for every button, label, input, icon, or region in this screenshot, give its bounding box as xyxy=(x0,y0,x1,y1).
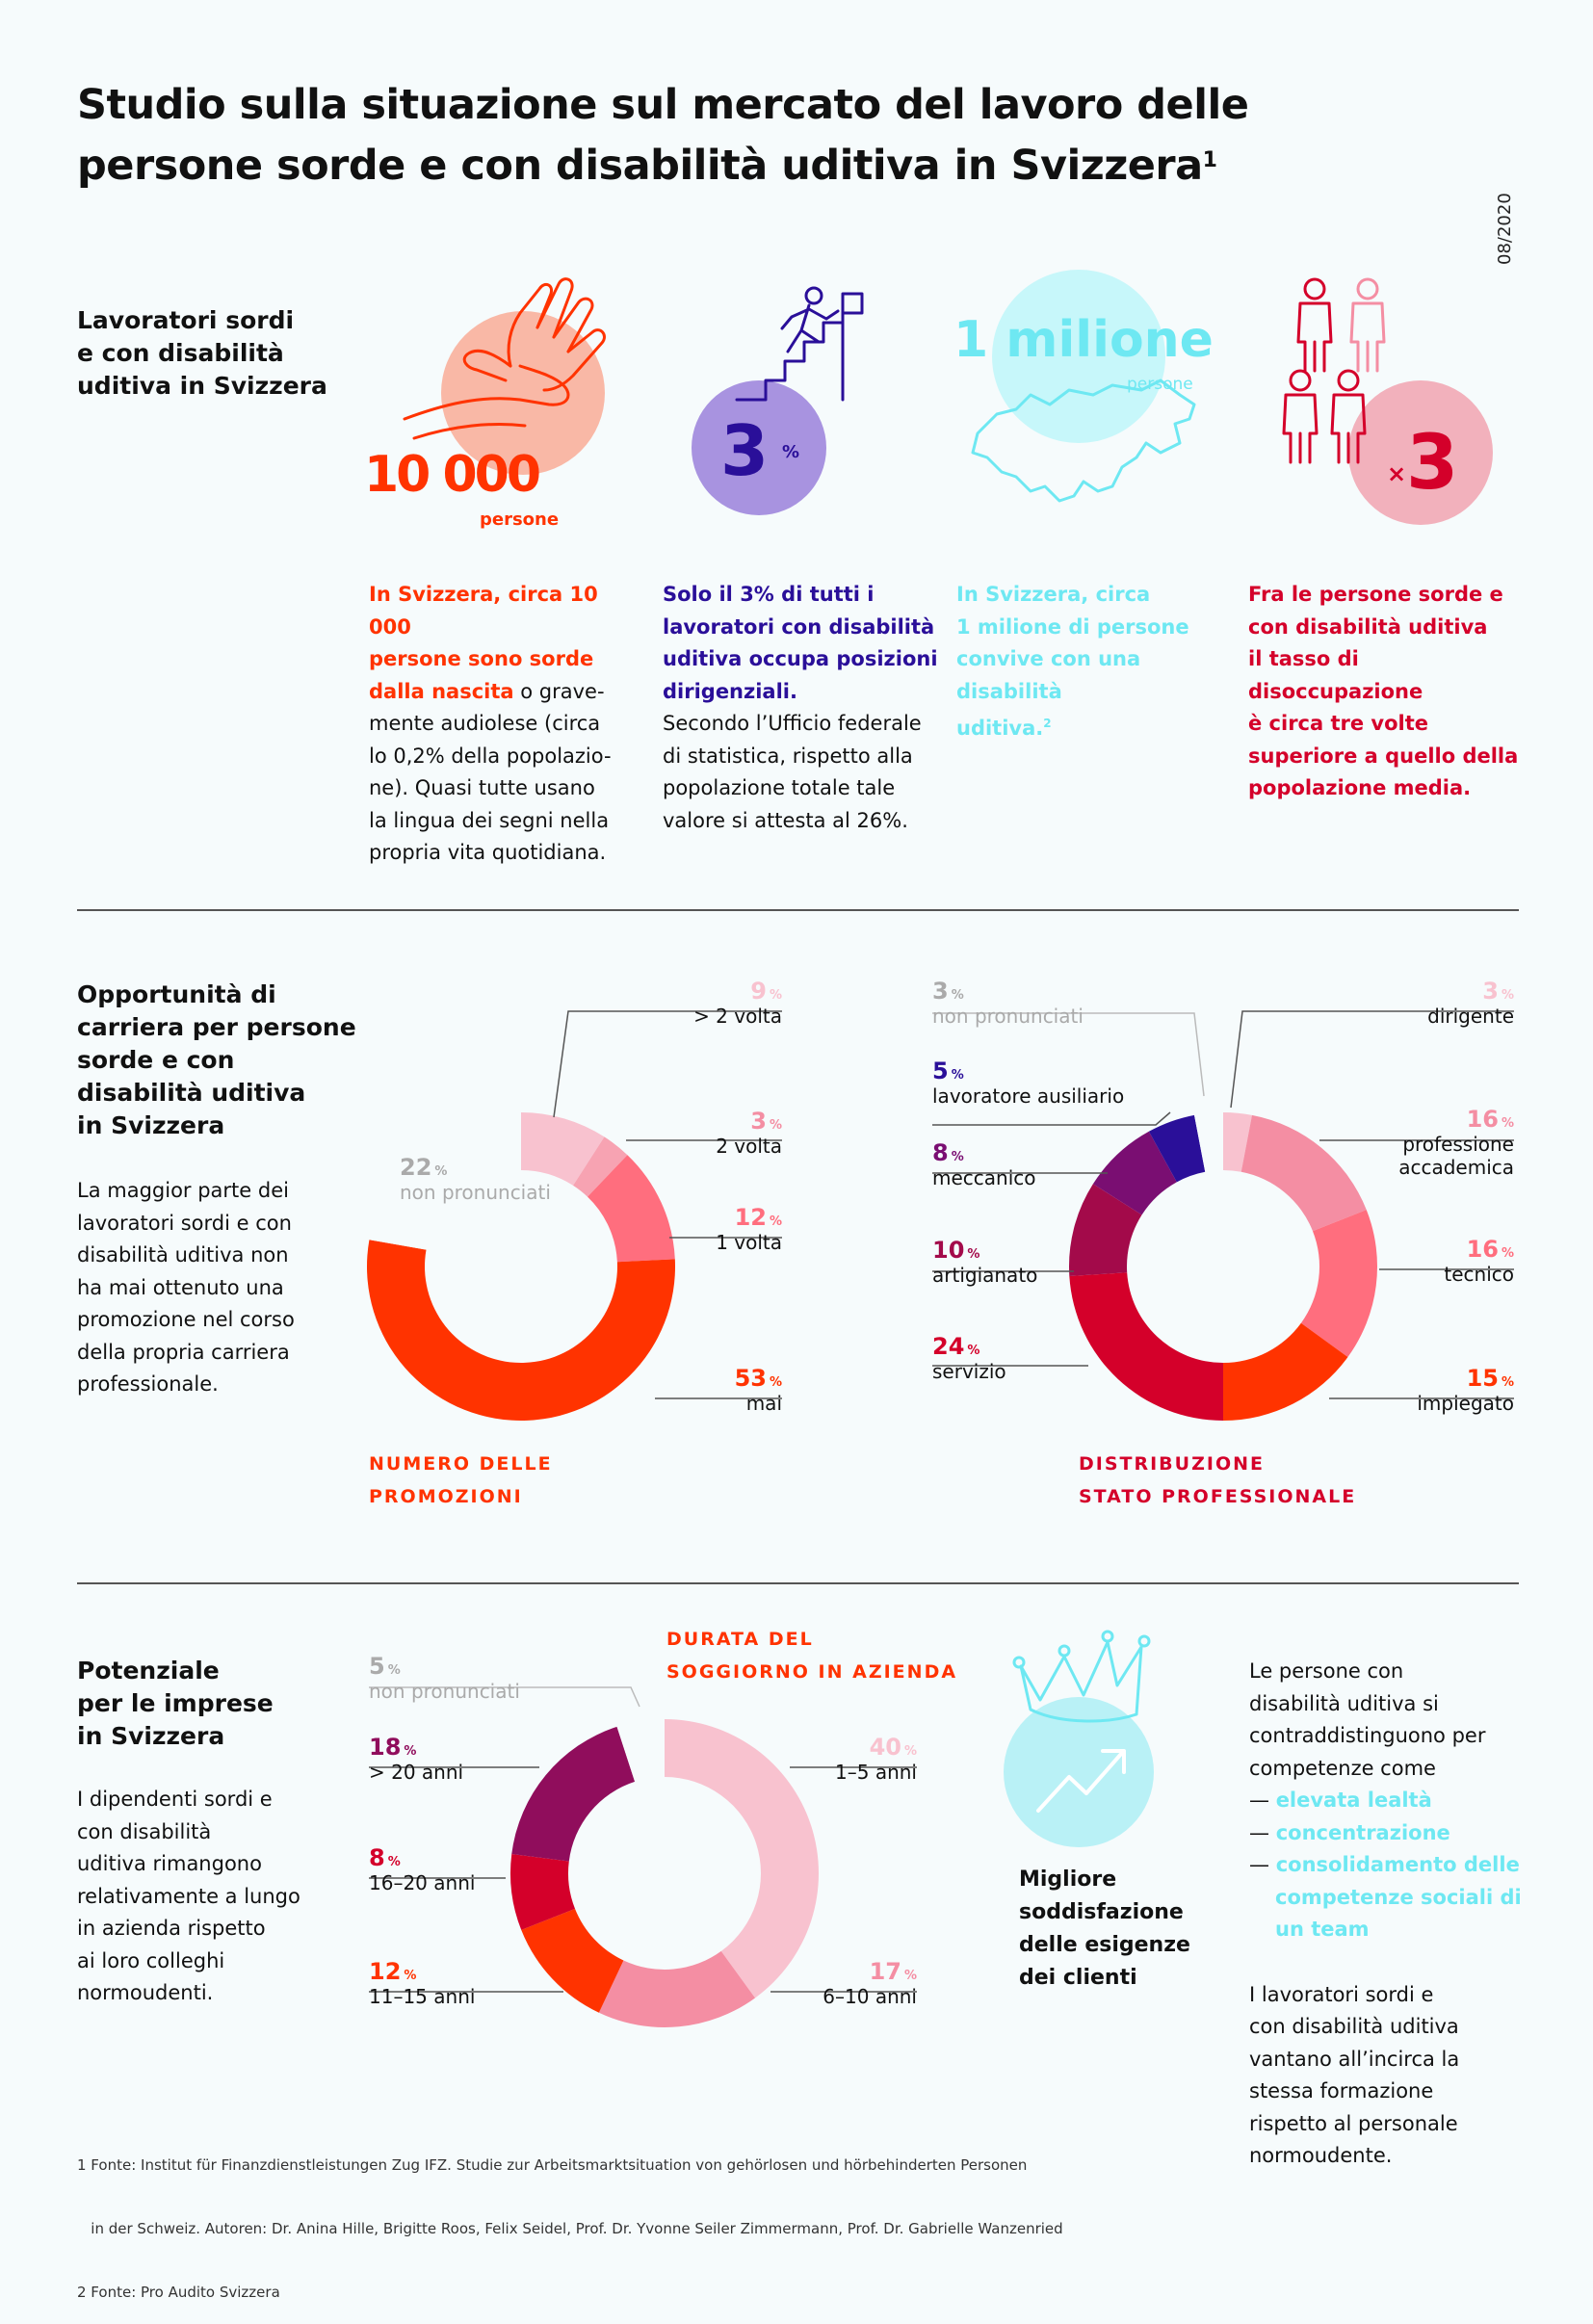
c3-label-2: 8% 16–20 anni xyxy=(369,1844,476,1894)
c1-caption: NUMERO DELLE PROMOZIONI xyxy=(369,1453,553,1507)
divider-2 xyxy=(77,1582,1519,1584)
promotions-slice-2 xyxy=(588,1155,675,1263)
stat4-value: 3 xyxy=(1406,420,1458,507)
c3-caption: DURATA DEL SOGGIORNO IN AZIENDA xyxy=(666,1629,958,1683)
chart-professions xyxy=(932,1010,1514,1421)
chart-tenure-slices xyxy=(510,1719,819,2027)
climbing-stairs-icon xyxy=(735,286,864,402)
tenure-slice-1 xyxy=(598,1950,756,2027)
leader-c2-5 xyxy=(1230,1010,1514,1109)
chart-promotions-slices xyxy=(367,1112,675,1421)
stat1-unit: persone xyxy=(480,509,559,530)
section3-title: Potenziale per le imprese in Svizzera xyxy=(77,1657,274,1750)
c1-label-1: 3% 2 volta xyxy=(716,1108,782,1158)
promotions-slice-4 xyxy=(369,1112,521,1250)
c3-label-5: 17% 6–10 anni xyxy=(823,1958,917,2008)
promotions-slice-1 xyxy=(573,1136,628,1197)
chart-tenure xyxy=(369,1686,917,2027)
section1-title: Lavoratori sordi e con disabilità uditiv… xyxy=(77,306,327,400)
section3-text: I dipendenti sordi e con disabilità udit… xyxy=(77,1788,300,2004)
people-group-icon xyxy=(1282,277,1386,464)
stat1-text: In Svizzera, circa 10 000 persone sono s… xyxy=(369,583,612,864)
c2-label-5: 3% dirigente xyxy=(1427,978,1514,1028)
stat3-graphic: 1 milione persone xyxy=(953,270,1214,503)
tenure-slice-3 xyxy=(510,1853,576,1930)
hand-sign-icon xyxy=(403,277,606,440)
professions-slice-2 xyxy=(1300,1210,1377,1358)
crown-icon xyxy=(1012,1630,1151,1723)
c2-label-7: 16% tecnico xyxy=(1444,1236,1514,1286)
page-title: Studio sulla situazione sul mercato del … xyxy=(77,81,1249,190)
stat4-graphic: × 3 xyxy=(1282,277,1493,525)
stat2-value: 3 xyxy=(720,410,769,491)
chart-professions-slices xyxy=(1068,1112,1377,1421)
leader-c2-0 xyxy=(932,1012,1205,1097)
c1-label-0: 9% > 2 volta xyxy=(693,978,782,1028)
stat3-text: In Svizzera, circa 1 milione di persone … xyxy=(956,583,1189,740)
c3-label-1: 18% > 20 anni xyxy=(369,1734,464,1784)
chart-professions-leaders xyxy=(932,1010,1514,1399)
stat2-circle xyxy=(692,380,826,515)
stat3-circle xyxy=(992,270,1165,443)
c2-caption: DISTRIBUZIONE STATO PROFESSIONALE xyxy=(1079,1453,1357,1507)
stat1-graphic: 10 000 persone xyxy=(364,277,606,530)
stat2-text: Solo il 3% di tutti i lavoratori con dis… xyxy=(663,583,938,832)
c2-label-8: 15% impiegato xyxy=(1417,1365,1514,1415)
promotions-slice-3 xyxy=(367,1240,675,1421)
skill-item-1: — elevata lealtà xyxy=(1249,1789,1432,1812)
c3-label-4: 40% 1–5 anni xyxy=(835,1734,917,1784)
c2-label-1: 5% lavoratore ausiliario xyxy=(932,1058,1125,1108)
crown-graphic xyxy=(1004,1630,1154,1847)
competences-text: Le persone con disabilità uditiva si con… xyxy=(1249,1656,1528,2173)
c2-label-2: 8% meccanico xyxy=(932,1139,1036,1189)
stat2-graphic: 3 % xyxy=(692,286,864,515)
stat3-unit: persone xyxy=(1127,375,1193,394)
crown-caption: Migliore soddisfazione delle esigenze de… xyxy=(1019,1867,1190,1990)
stat2-unit: % xyxy=(782,442,799,462)
stat1-value: 10 000 xyxy=(364,446,539,504)
divider-1 xyxy=(77,909,1519,911)
professions-slice-5 xyxy=(1068,1184,1142,1277)
stat4-circle xyxy=(1348,380,1493,525)
c2-label-6: 16% professione accademica xyxy=(1398,1106,1514,1179)
c1-label-2: 12% 1 volta xyxy=(716,1204,782,1254)
stat4-text: Fra le persone sorde e con disabilità ud… xyxy=(1248,583,1519,799)
skill-item-2: — concentrazione xyxy=(1249,1820,1450,1844)
professions-slice-1 xyxy=(1240,1114,1367,1232)
professions-slice-3 xyxy=(1223,1322,1348,1421)
tenure-slice-4 xyxy=(511,1726,636,1862)
c2-label-0: 3% non pronunciati xyxy=(932,978,1084,1028)
professions-slice-6 xyxy=(1092,1131,1177,1215)
c1-label-4: 22% non pronunciati xyxy=(400,1154,551,1204)
professions-slice-8 xyxy=(1194,1112,1223,1172)
leader-c3-0 xyxy=(369,1686,640,1708)
stat3-value: 1 milione xyxy=(953,311,1214,369)
chart-promotions-leaders xyxy=(553,1010,782,1399)
tenure-slice-2 xyxy=(521,1908,624,2013)
chart-promotions xyxy=(367,1010,782,1421)
trend-up-icon xyxy=(1036,1749,1126,1813)
c3-label-3: 12% 11–15 anni xyxy=(369,1958,476,2008)
c1-label-3: 53% mai xyxy=(734,1365,782,1415)
promotions-slice-0 xyxy=(521,1112,605,1186)
chart-tenure-leaders xyxy=(369,1686,917,1993)
c2-label-3: 10% artigianato xyxy=(932,1237,1038,1287)
switzerland-map-icon xyxy=(971,379,1196,503)
professions-slice-7 xyxy=(1148,1114,1206,1183)
professions-slice-0 xyxy=(1223,1112,1252,1172)
c2-label-4: 24% servizio xyxy=(932,1333,1006,1383)
leader-c2-1 xyxy=(932,1111,1171,1126)
section2-text: La maggior parte dei lavoratori sordi e … xyxy=(77,1179,295,1396)
c3-label-0: 5% non pronunciati xyxy=(369,1653,520,1703)
professions-slice-4 xyxy=(1069,1272,1223,1421)
footnotes: 1 Fonte: Institut für Finanzdienstleistu… xyxy=(77,2156,1063,2301)
section2-title: Opportunità di carriera per persone sord… xyxy=(77,980,356,1139)
skill-item-3: — consolidamento delle xyxy=(1249,1853,1520,1876)
tenure-slice-5 xyxy=(616,1719,665,1782)
leader-c1-0 xyxy=(553,1010,782,1118)
tenure-slice-0 xyxy=(665,1719,819,1998)
stat4-prefix: × xyxy=(1387,460,1406,487)
